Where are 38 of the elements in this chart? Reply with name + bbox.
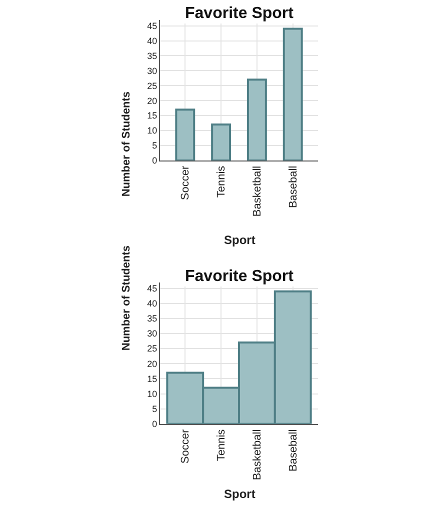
y-tick-label: 30 [147,328,158,339]
y-axis-title: Number of Students [120,92,132,197]
y-tick-label: 45 [147,20,158,31]
y-tick-label: 10 [147,126,158,136]
chart-title: Favorite Sport [185,268,294,285]
chart-title: Favorite Sport [185,5,294,22]
y-tick-label: 40 [147,36,158,46]
y-axis-title: Number of Students [120,245,132,351]
y-tick-label: 25 [147,344,158,354]
y-tick-label: 20 [147,358,158,369]
x-axis-title: Sport [224,487,256,501]
x-tick-label: Basketball [252,166,264,217]
bar [282,28,303,160]
y-tick-label: 10 [147,388,158,399]
y-tick-label: 35 [147,50,158,61]
y-tick-label: 15 [147,374,158,384]
bar [175,108,196,160]
y-tick-label: 35 [147,314,158,324]
x-tick-label: Baseball [287,429,300,472]
y-tick-label: 0 [152,419,158,430]
x-tick-label: Basketball [252,429,264,480]
x-tick-label: Soccer [180,166,192,200]
x-tick-label: Tennis [216,428,228,462]
y-tick-label: 45 [147,283,158,294]
y-tick-label: 40 [147,298,158,309]
y-tick-label: 20 [147,96,158,106]
x-tick-label: Baseball [287,166,300,208]
y-tick-label: 5 [152,140,158,151]
y-tick-label: 15 [147,110,158,121]
y-tick-label: 30 [147,66,158,76]
y-tick-label: 25 [147,80,158,91]
bar [211,124,232,160]
x-axis-title: Sport [224,233,256,247]
y-tick-label: 5 [152,404,158,414]
bar [246,78,267,160]
x-tick-label: Soccer [180,429,192,464]
x-tick-label: Tennis [216,165,228,198]
y-tick-label: 0 [152,156,158,166]
